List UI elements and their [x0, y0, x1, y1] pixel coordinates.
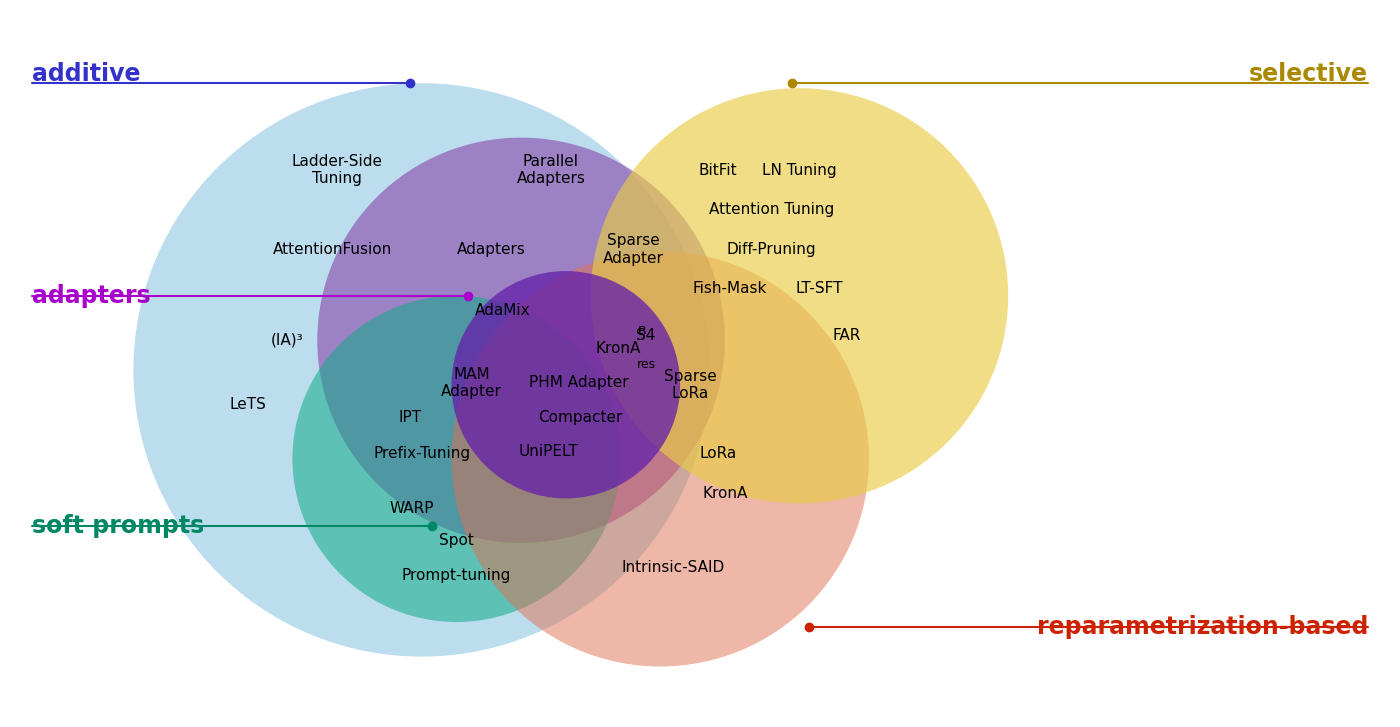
Text: additive: additive	[32, 62, 140, 86]
Text: WARP: WARP	[389, 501, 434, 516]
Text: soft prompts: soft prompts	[32, 514, 204, 538]
Text: LN Tuning: LN Tuning	[762, 163, 837, 177]
Text: Fish-Mask: Fish-Mask	[693, 281, 767, 297]
Text: selective: selective	[1249, 62, 1368, 86]
Text: Intrinsic-SAID: Intrinsic-SAID	[622, 560, 725, 575]
Text: Parallel
Adapters: Parallel Adapters	[517, 154, 585, 186]
Text: S4: S4	[636, 328, 655, 343]
Text: MAM
Adapter: MAM Adapter	[441, 366, 501, 399]
Text: Adapters: Adapters	[456, 242, 525, 257]
Text: Ladder-Side
Tuning: Ladder-Side Tuning	[291, 154, 382, 186]
Text: adapters: adapters	[32, 284, 151, 308]
Text: LT-SFT: LT-SFT	[795, 281, 843, 297]
Text: Attention Tuning: Attention Tuning	[708, 202, 834, 217]
Text: Sparse
Adapter: Sparse Adapter	[603, 233, 664, 265]
Ellipse shape	[133, 84, 710, 656]
Text: KronA: KronA	[595, 341, 641, 356]
Text: FAR: FAR	[833, 328, 861, 343]
Text: Compacter: Compacter	[539, 410, 623, 425]
Text: Prompt-tuning: Prompt-tuning	[402, 568, 511, 583]
Text: UniPELT: UniPELT	[519, 444, 578, 459]
Text: IPT: IPT	[398, 410, 421, 425]
Ellipse shape	[451, 271, 680, 499]
Text: Spot: Spot	[440, 534, 473, 548]
Ellipse shape	[591, 88, 1008, 503]
Text: (IA)³: (IA)³	[272, 333, 304, 348]
Text: LoRa: LoRa	[699, 446, 736, 462]
Text: AdaMix: AdaMix	[476, 303, 531, 318]
Text: Diff-Pruning: Diff-Pruning	[727, 242, 816, 257]
Text: PHM Adapter: PHM Adapter	[529, 375, 629, 390]
Text: Prefix-Tuning: Prefix-Tuning	[374, 446, 470, 462]
Text: AttentionFusion: AttentionFusion	[273, 242, 392, 257]
Text: reparametrization-based: reparametrization-based	[1036, 615, 1368, 639]
Ellipse shape	[451, 252, 869, 667]
Text: Sparse
LoRa: Sparse LoRa	[664, 369, 717, 401]
Text: KronA: KronA	[703, 486, 748, 501]
Text: BitFit: BitFit	[699, 163, 738, 177]
Text: LeTS: LeTS	[230, 397, 266, 412]
Text: B: B	[637, 325, 645, 338]
Text: res: res	[637, 358, 657, 371]
Ellipse shape	[293, 296, 620, 622]
Ellipse shape	[318, 137, 725, 543]
